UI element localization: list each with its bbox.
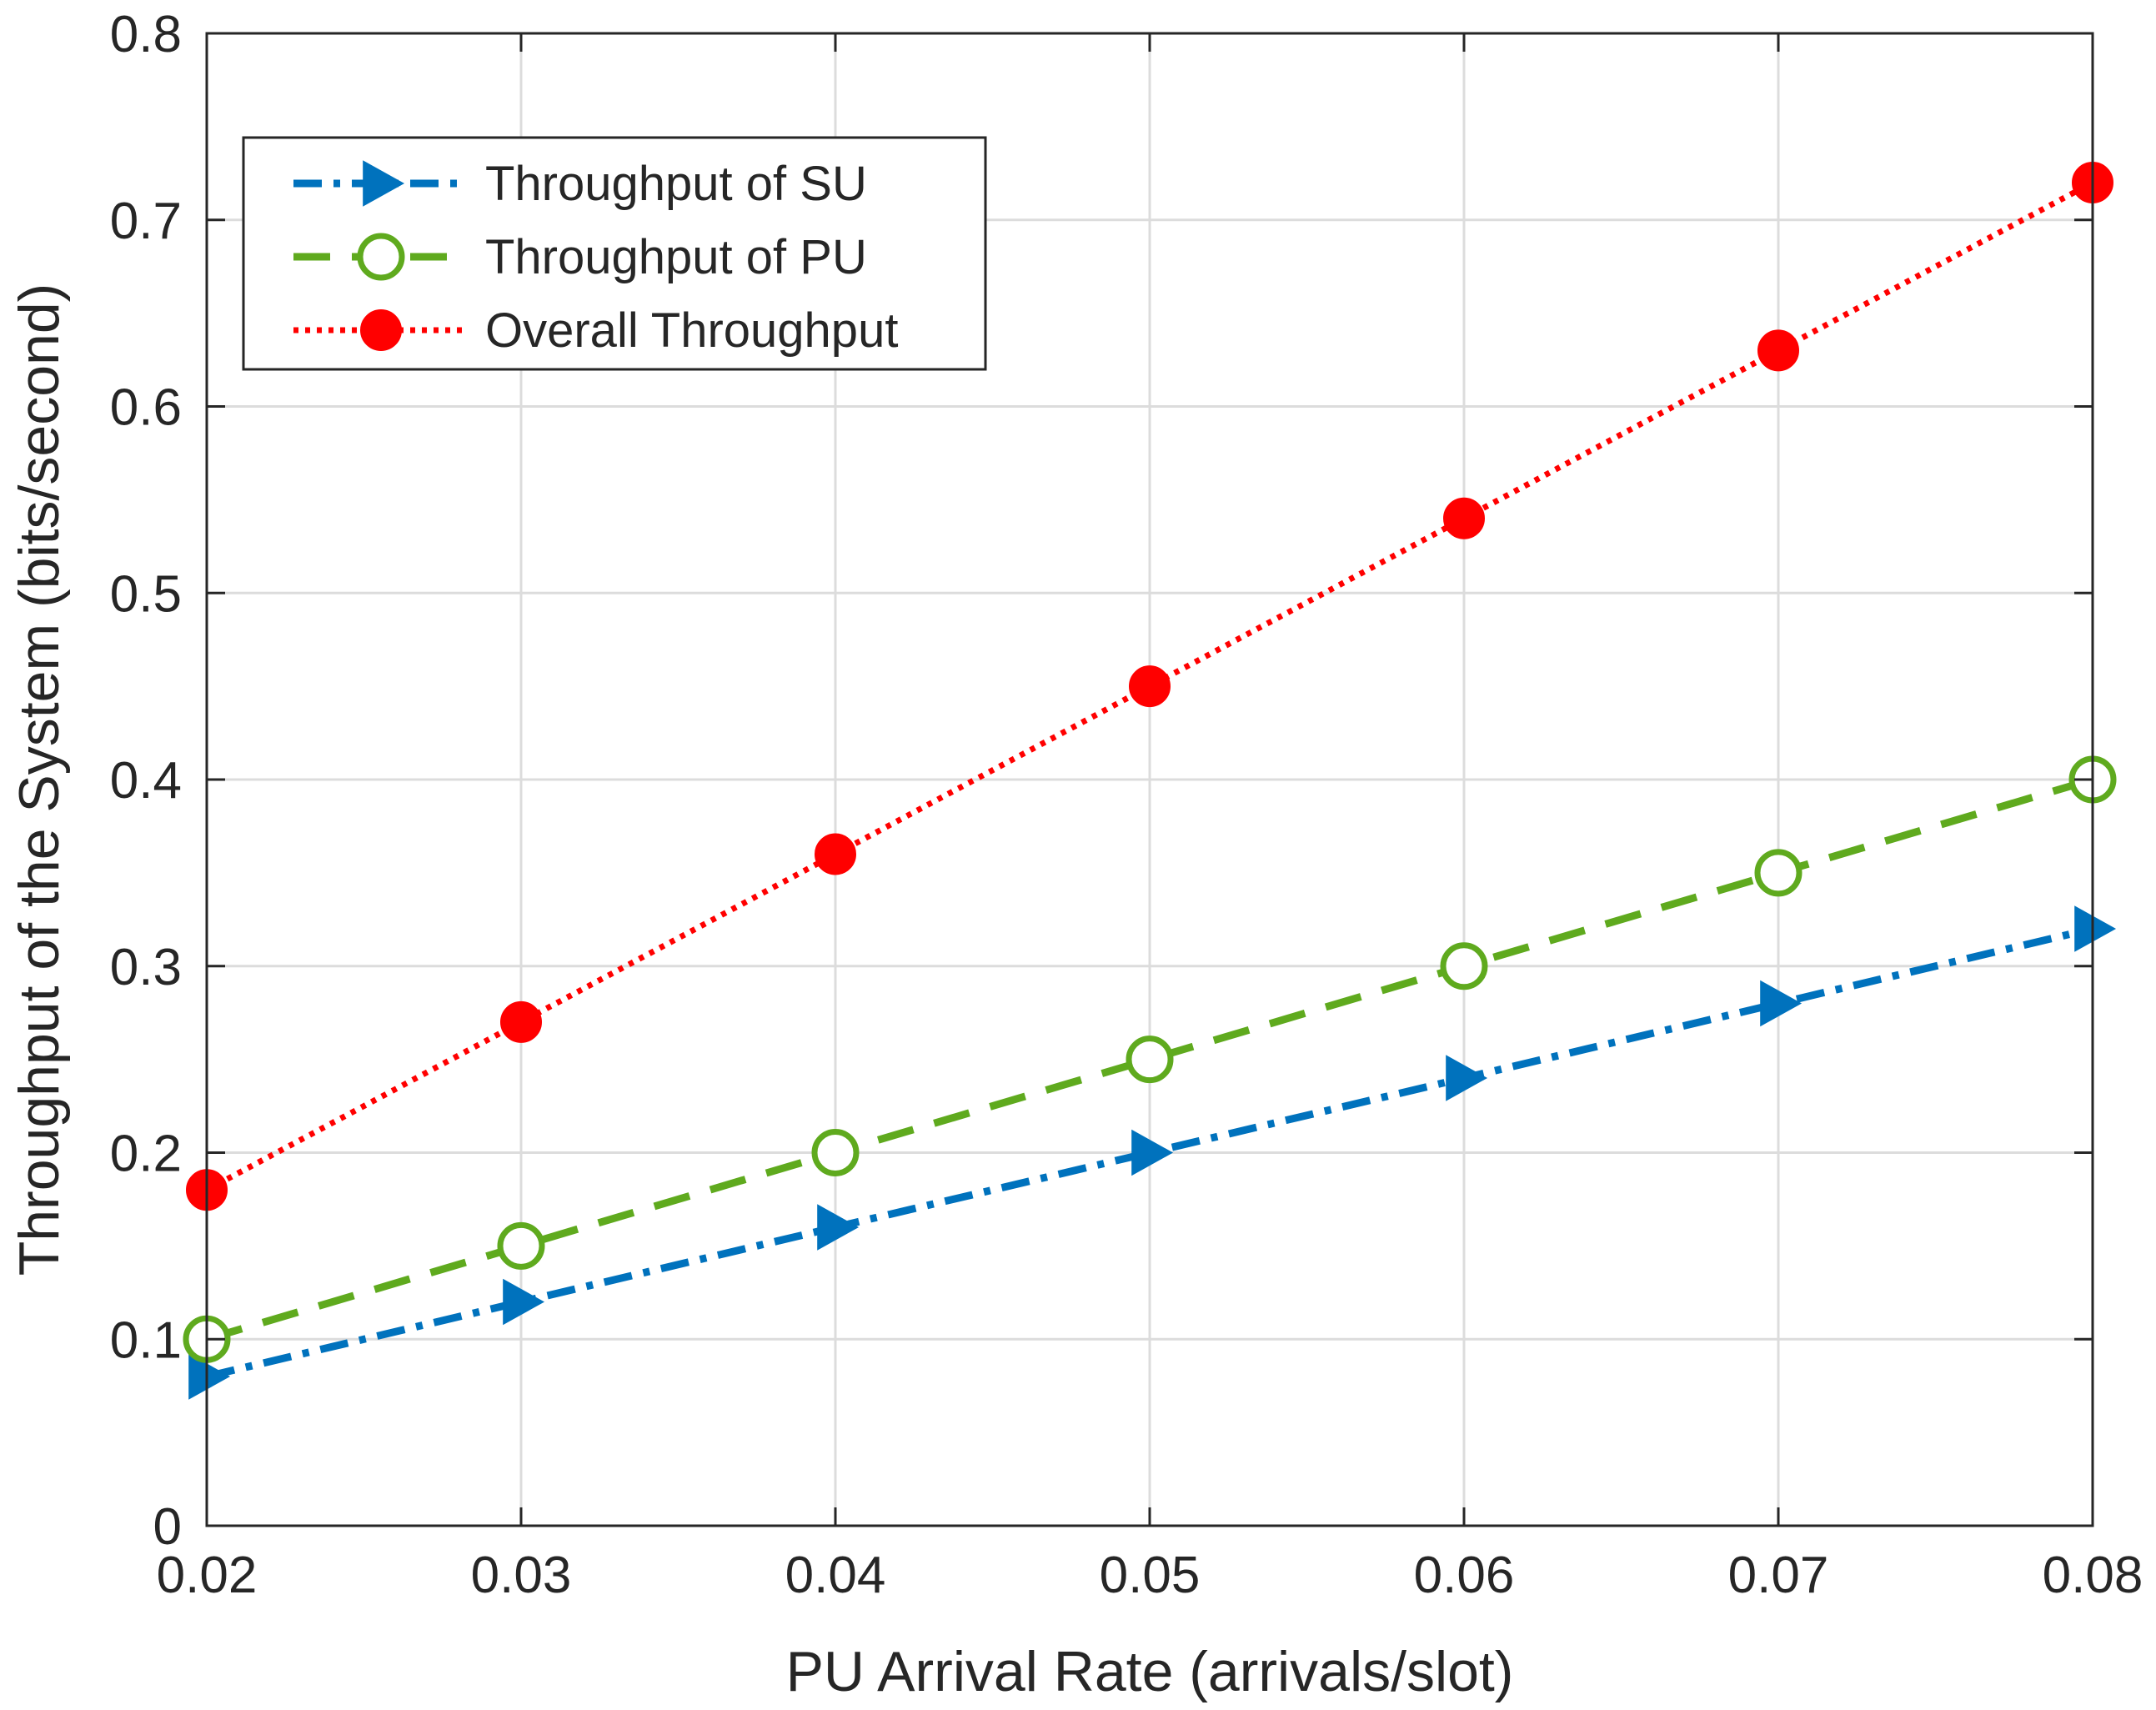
data-point bbox=[188, 1353, 231, 1400]
legend-label: Throughput of PU bbox=[485, 230, 867, 284]
data-point bbox=[1760, 980, 1803, 1027]
x-tick-label: 0.02 bbox=[157, 1547, 258, 1604]
data-point bbox=[1754, 849, 1803, 897]
data-point bbox=[500, 1000, 542, 1043]
legend-label: Overall Throughput bbox=[485, 303, 898, 358]
data-point bbox=[1446, 1055, 1488, 1101]
x-tick-label: 0.06 bbox=[1414, 1547, 1515, 1604]
x-tick-label: 0.05 bbox=[1100, 1547, 1201, 1604]
x-tick-label: 0.08 bbox=[2043, 1547, 2143, 1604]
y-axis-title: Throughput of the System (bits/second) bbox=[8, 283, 71, 1276]
y-tick-label: 0 bbox=[153, 1498, 182, 1556]
data-point bbox=[497, 1221, 545, 1270]
legend-marker bbox=[357, 233, 405, 281]
data-point bbox=[1757, 329, 1799, 372]
data-point bbox=[1131, 1129, 1174, 1176]
series-throughput-of-su bbox=[188, 905, 2117, 1400]
legend-marker bbox=[363, 160, 405, 207]
y-tick-label: 0.8 bbox=[110, 6, 182, 63]
legend-item-throughput-of-su: Throughput of SU bbox=[293, 157, 867, 211]
y-tick-label: 0.6 bbox=[110, 379, 182, 437]
legend: Throughput of SU Throughput of PU Overall … bbox=[242, 136, 987, 371]
y-tick-label: 0.7 bbox=[110, 193, 182, 250]
legend-marker bbox=[360, 309, 402, 351]
data-point bbox=[817, 1204, 860, 1251]
x-tick-label: 0.03 bbox=[471, 1547, 572, 1604]
data-point bbox=[503, 1278, 545, 1326]
y-tick-label: 0.2 bbox=[110, 1126, 182, 1183]
axis-ticks: 0.02 0.03 0.04 0.05 0.06 0.07 0.08 0 0.1 0.2 0.3 0.… bbox=[110, 6, 2143, 1604]
x-axis-title: PU Arrival Rate (arrivals/slot) bbox=[786, 1640, 1514, 1703]
data-point bbox=[2074, 905, 2117, 952]
data-point bbox=[1443, 497, 1485, 539]
data-point bbox=[1129, 665, 1171, 708]
y-tick-label: 0.3 bbox=[110, 939, 182, 996]
legend-item-overall-throughput: Overall Throughput bbox=[293, 303, 898, 358]
x-tick-label: 0.04 bbox=[785, 1547, 886, 1604]
y-tick-label: 0.5 bbox=[110, 565, 182, 623]
y-tick-label: 0.1 bbox=[110, 1311, 182, 1369]
data-point bbox=[811, 1129, 860, 1176]
legend-label: Throughput of SU bbox=[485, 157, 867, 211]
data-point bbox=[1440, 942, 1488, 990]
data-point bbox=[815, 833, 856, 875]
legend-item-throughput-of-pu: Throughput of PU bbox=[293, 230, 867, 284]
data-point bbox=[1126, 1036, 1174, 1084]
y-tick-label: 0.4 bbox=[110, 752, 182, 810]
x-tick-label: 0.07 bbox=[1728, 1547, 1829, 1604]
